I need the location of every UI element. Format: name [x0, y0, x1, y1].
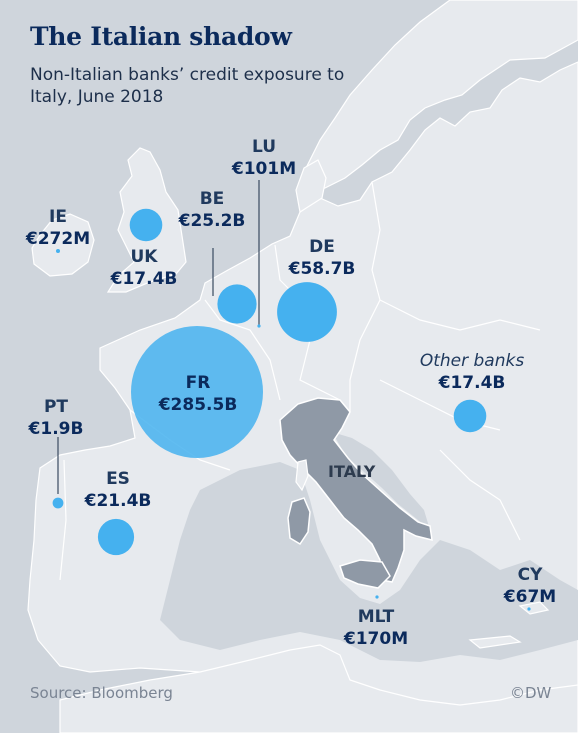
- label-cy: CY €67M: [494, 564, 566, 608]
- label-pt-code: PT: [43, 397, 69, 417]
- leader-lines: [57, 180, 260, 494]
- label-pt: PT €1.9B: [22, 396, 90, 440]
- sicily-shape: [339, 559, 391, 589]
- label-mlt-value: €170M: [343, 629, 409, 649]
- bubble-uk: [129, 208, 163, 242]
- bubble-es: [97, 518, 135, 556]
- crete-shape: [468, 635, 522, 649]
- sardinia-shape: [287, 497, 311, 546]
- label-ie-code: IE: [49, 207, 67, 227]
- bubble-other-banks: [453, 399, 487, 433]
- sea-mediterranean: [160, 462, 578, 662]
- label-pt-value: €1.9B: [28, 419, 84, 439]
- italy-label: ITALY: [328, 462, 376, 481]
- bubble-de: [277, 282, 337, 342]
- italy-shape: [279, 397, 433, 583]
- label-lu: LU €101M: [224, 136, 304, 180]
- label-lu-value: €101M: [231, 159, 297, 179]
- cyprus-shape: [518, 601, 550, 615]
- bubble-pt: [52, 497, 64, 509]
- label-uk-value: €17.4B: [110, 269, 178, 289]
- land-denmark: [295, 159, 327, 213]
- label-lu-code: LU: [251, 137, 277, 157]
- label-de: DE €58.7B: [282, 236, 362, 280]
- label-cy-value: €67M: [503, 587, 557, 607]
- land-ireland: [31, 213, 95, 277]
- label-es: ES €21.4B: [78, 468, 158, 512]
- label-other-banks: Other banks €17.4B: [412, 350, 532, 394]
- bubble-be: [217, 284, 257, 324]
- label-fr-value: €285.5B: [158, 395, 238, 415]
- bubble-cy: [527, 607, 531, 611]
- bubble-ie: [56, 249, 60, 253]
- label-uk-code: UK: [130, 247, 158, 267]
- label-other-banks-code: Other banks: [419, 351, 525, 371]
- map-subtitle: Non-Italian banks’ credit exposure to It…: [30, 65, 345, 107]
- label-es-value: €21.4B: [84, 491, 152, 511]
- label-ie-value: €272M: [25, 229, 91, 249]
- label-de-code: DE: [309, 237, 335, 257]
- label-fr: FR €285.5B: [148, 372, 248, 416]
- label-other-banks-value: €17.4B: [438, 373, 506, 393]
- label-uk: UK €17.4B: [106, 246, 182, 290]
- map-title: The Italian shadow: [30, 22, 292, 51]
- land-north-africa: [59, 644, 578, 733]
- corsica-shape: [295, 459, 309, 492]
- label-es-code: ES: [106, 469, 130, 489]
- exposure-bubbles: [52, 208, 531, 611]
- bubble-mlt: [375, 595, 379, 599]
- credit-note: ©DW: [510, 684, 552, 702]
- country-borders: [59, 181, 541, 581]
- label-be-code: BE: [199, 189, 225, 209]
- label-mlt: MLT €170M: [336, 606, 416, 650]
- label-fr-code: FR: [185, 373, 211, 393]
- source-note: Source: Bloomberg: [30, 684, 173, 702]
- label-cy-code: CY: [517, 565, 543, 585]
- land-scandinavia: [299, 0, 578, 202]
- label-de-value: €58.7B: [288, 259, 356, 279]
- label-be: BE €25.2B: [172, 188, 252, 232]
- sea-adriatic: [332, 432, 430, 530]
- label-ie: IE €272M: [24, 206, 92, 250]
- label-mlt-code: MLT: [357, 607, 395, 627]
- bubble-lu: [257, 324, 261, 328]
- label-be-value: €25.2B: [178, 211, 246, 231]
- bubble-fr: [131, 326, 263, 458]
